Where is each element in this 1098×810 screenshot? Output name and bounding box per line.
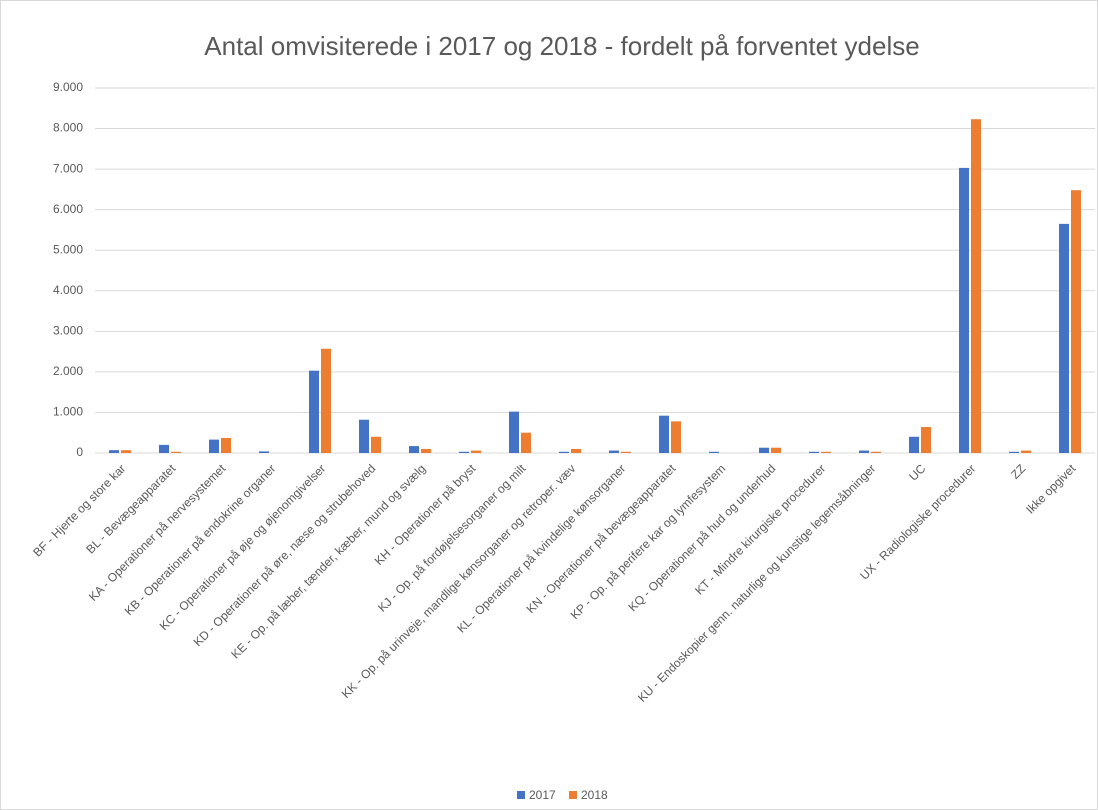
bar [321, 348, 331, 453]
bar [871, 451, 881, 453]
y-tick-label: 6.000 [53, 202, 83, 216]
bar [971, 119, 981, 453]
bar [1009, 451, 1019, 453]
bar [821, 451, 831, 453]
y-tick-label: 0 [76, 445, 83, 459]
bar [309, 370, 319, 453]
bar [521, 432, 531, 453]
bar [209, 439, 219, 453]
legend-swatch [569, 791, 577, 799]
bar [409, 446, 419, 453]
bar [621, 451, 631, 453]
bar [659, 415, 669, 453]
bar [159, 444, 169, 453]
bar [359, 419, 369, 453]
bar [809, 451, 819, 453]
legend-label: 2017 [529, 788, 556, 802]
bar [109, 450, 119, 453]
bar [121, 450, 131, 453]
bar [909, 436, 919, 453]
bar [1071, 190, 1081, 453]
bar [759, 447, 769, 453]
bar [1059, 223, 1069, 453]
y-tick-label: 4.000 [53, 283, 83, 297]
bar [221, 437, 231, 453]
legend-label: 2018 [581, 788, 608, 802]
y-tick-label: 5.000 [53, 242, 83, 256]
bar [771, 447, 781, 453]
y-tick-label: 9.000 [53, 80, 83, 94]
legend-swatch [517, 791, 525, 799]
bar [859, 450, 869, 453]
y-tick-label: 8.000 [53, 121, 83, 135]
y-tick-label: 3.000 [53, 324, 83, 338]
bar [671, 421, 681, 453]
bar [959, 167, 969, 453]
bar [1021, 450, 1031, 453]
bar [171, 451, 181, 453]
bar [421, 448, 431, 453]
bar [509, 411, 519, 453]
bar [921, 427, 931, 453]
bar [371, 436, 381, 453]
bar [709, 451, 719, 453]
bar [609, 450, 619, 453]
y-tick-label: 7.000 [53, 161, 83, 175]
bar [571, 448, 581, 453]
bar [259, 451, 269, 453]
y-tick-label: 2.000 [53, 364, 83, 378]
bar [559, 451, 569, 453]
y-tick-label: 1.000 [53, 405, 83, 419]
bar [471, 450, 481, 453]
bar [459, 451, 469, 453]
chart-title: Antal omvisiterede i 2017 og 2018 - ford… [204, 31, 919, 61]
